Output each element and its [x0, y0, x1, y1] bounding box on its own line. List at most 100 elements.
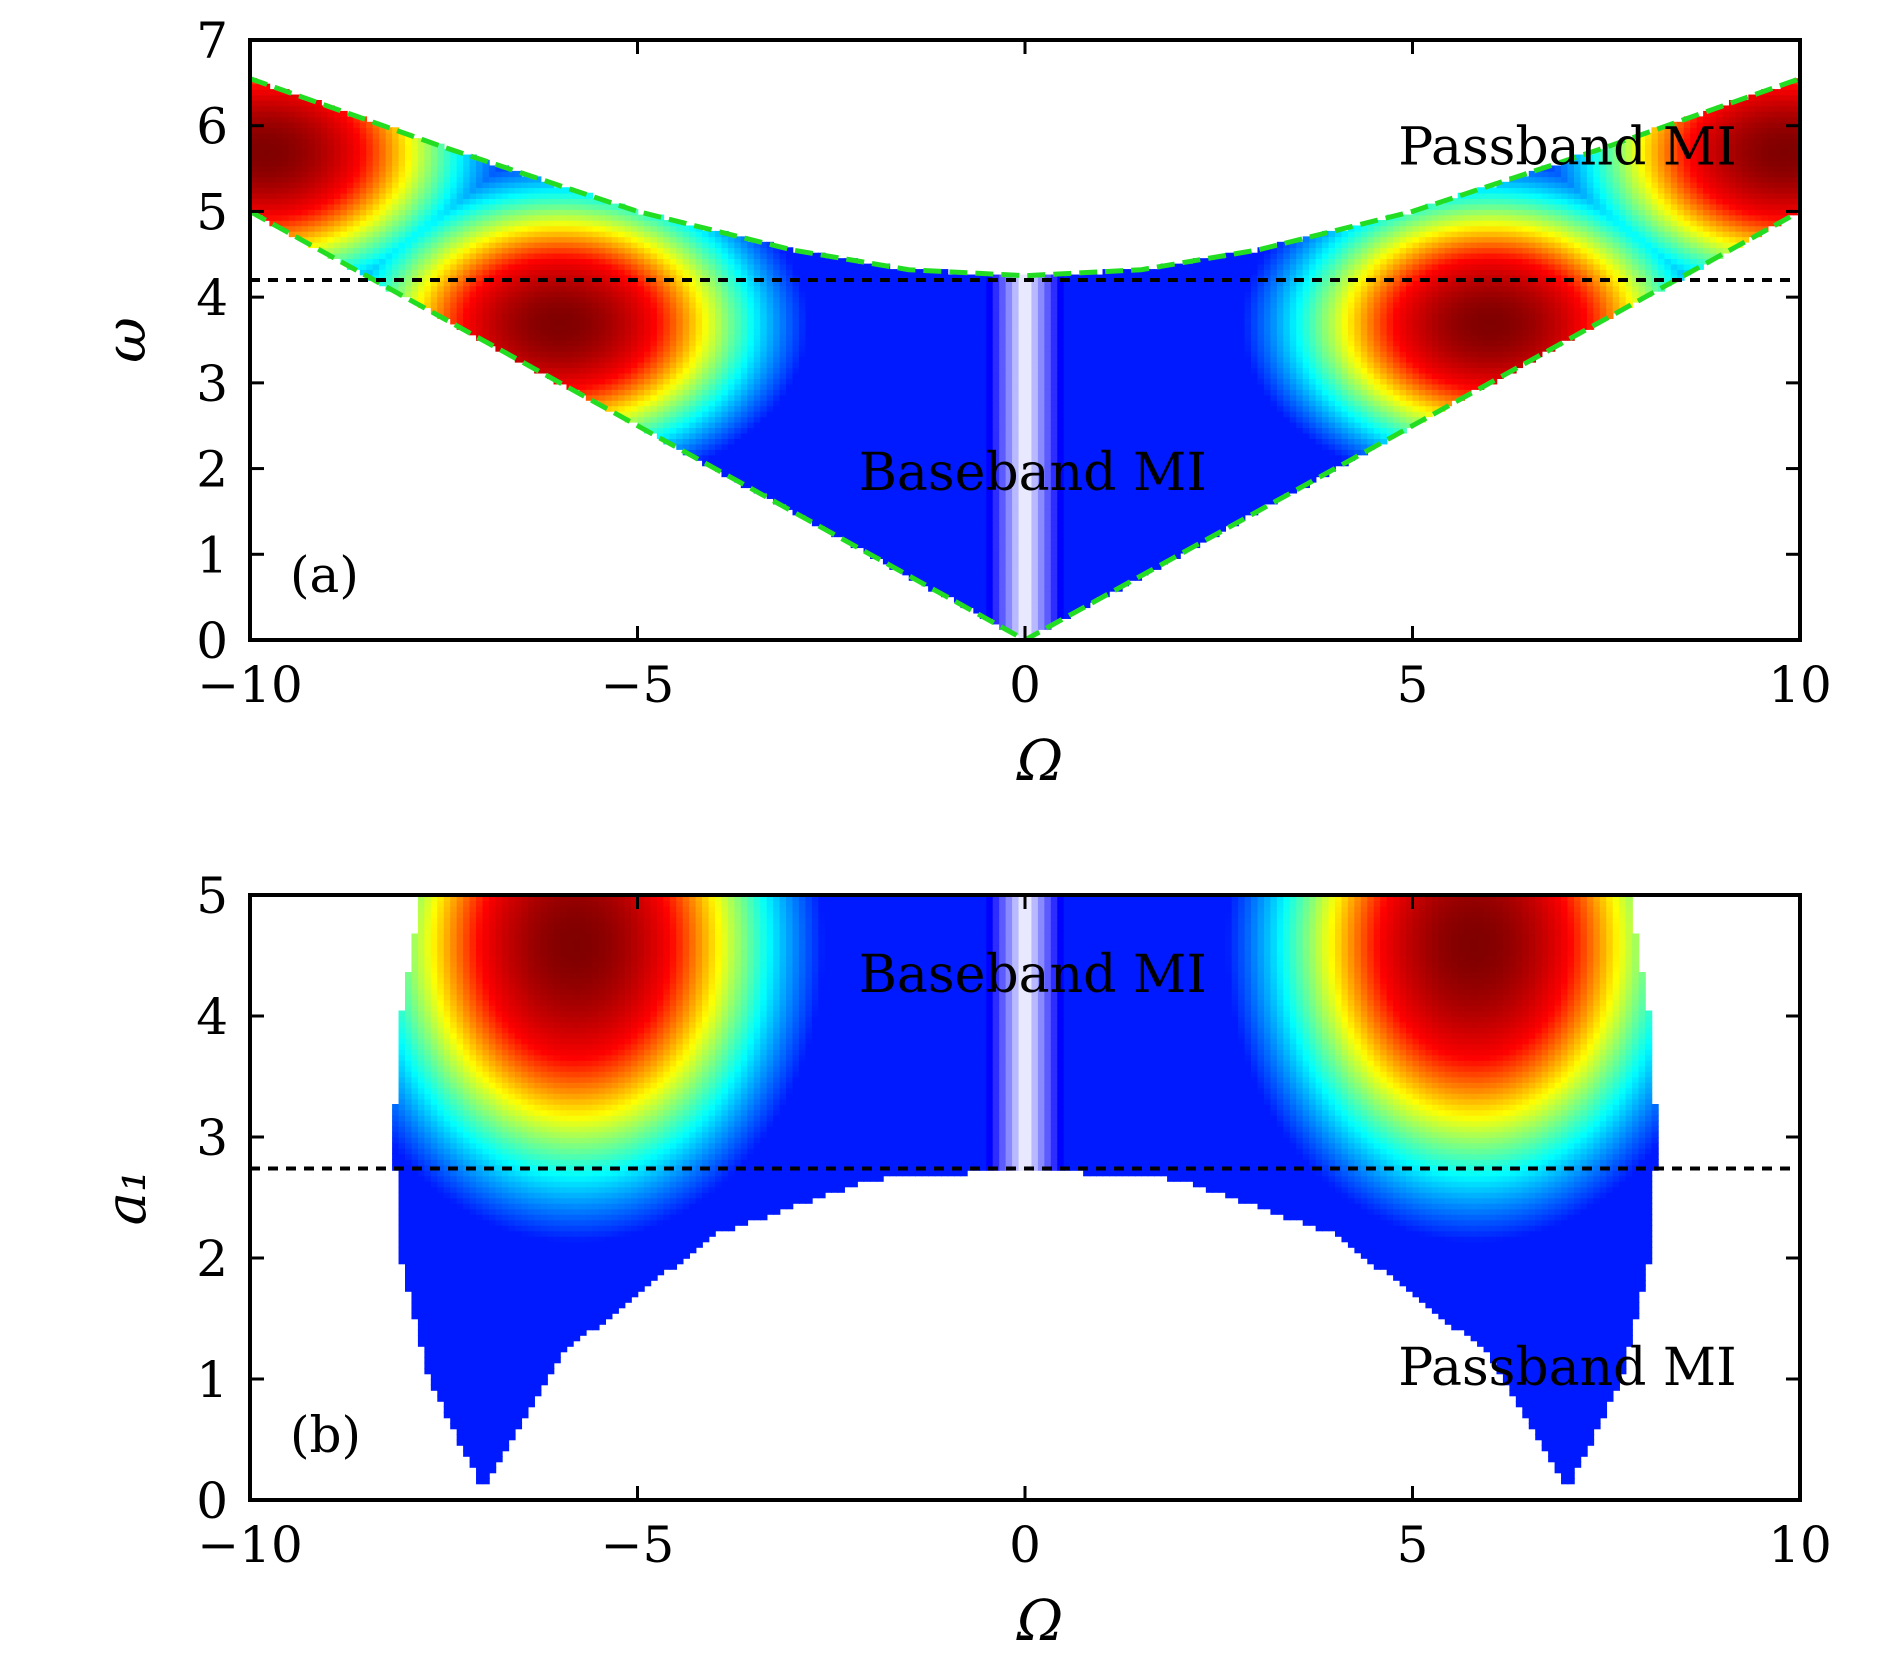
heatmap-cell [811, 345, 820, 352]
heatmap-cell [379, 132, 387, 139]
heatmap-cell [921, 465, 929, 472]
heatmap-cell [579, 389, 587, 396]
heatmap-cell [353, 176, 361, 183]
heatmap-cell [340, 225, 348, 232]
heatmap-cell [534, 220, 542, 227]
heatmap-cell [366, 269, 374, 276]
heatmap-cell [953, 307, 962, 314]
heatmap-cell [908, 541, 917, 549]
heatmap-cell [805, 503, 813, 510]
heatmap-cell [411, 198, 419, 205]
heatmap-cell [979, 416, 988, 423]
heatmap-cell [999, 536, 1007, 543]
heatmap-cell [424, 192, 432, 199]
heatmap-cell [857, 421, 865, 429]
heatmap-cell [979, 492, 988, 499]
heatmap-cell [766, 394, 774, 401]
heatmap-cell [1018, 405, 1026, 412]
heatmap-cell [773, 481, 781, 489]
heatmap-cell [1012, 481, 1020, 489]
heatmap-cell [1012, 498, 1020, 505]
heatmap-cell [676, 318, 684, 325]
heatmap-cell [747, 296, 755, 303]
heatmap-cell [560, 290, 568, 298]
heatmap-cell [682, 263, 690, 270]
heatmap-cell [618, 367, 626, 374]
heatmap-cell [792, 400, 800, 407]
heatmap-cell [321, 181, 329, 189]
heatmap-cell [618, 329, 626, 336]
heatmap-cell [876, 367, 884, 374]
heatmap-cell [721, 329, 729, 336]
heatmap-cell [850, 454, 858, 461]
heatmap-cell [572, 312, 581, 319]
heatmap-cell [760, 290, 768, 298]
heatmap-cell [805, 492, 813, 499]
heatmap-cell [850, 263, 858, 270]
heatmap-cell [321, 241, 329, 249]
heatmap-cell [372, 143, 380, 150]
heatmap-cell [857, 514, 865, 521]
heatmap-cell [314, 230, 322, 238]
heatmap-cell [553, 220, 561, 227]
heatmap-cell [902, 449, 910, 456]
heatmap-cell [669, 225, 678, 232]
heatmap-cell [624, 301, 632, 309]
heatmap-cell [469, 236, 477, 243]
heatmap-cell [611, 203, 619, 210]
heatmap-cell [282, 143, 290, 150]
heatmap-cell [275, 220, 284, 227]
heatmap-cell [902, 438, 910, 445]
heatmap-cell [870, 345, 878, 352]
heatmap-cell [902, 520, 910, 527]
heatmap-cell [908, 323, 917, 330]
heatmap-cell [1005, 601, 1013, 609]
heatmap-cell [359, 214, 368, 221]
heatmap-cell [889, 460, 897, 467]
heatmap-cell [824, 329, 833, 336]
heatmap-cell [1012, 400, 1020, 407]
heatmap-cell [837, 405, 845, 412]
heatmap-cell [986, 607, 994, 614]
heatmap-cell [953, 410, 962, 418]
heatmap-cell [921, 487, 929, 494]
heatmap-cell [766, 247, 774, 254]
heatmap-cell [275, 127, 284, 134]
heatmap-cell [282, 121, 290, 129]
heatmap-cell [579, 329, 587, 336]
heatmap-cell [734, 258, 742, 265]
heatmap-cell [631, 329, 639, 336]
heatmap-cell [857, 323, 865, 330]
heatmap-cell [547, 220, 555, 227]
heatmap-cell [534, 176, 542, 183]
heatmap-cell [372, 198, 380, 205]
heatmap-cell [831, 301, 839, 309]
heatmap-cell [837, 307, 845, 314]
heatmap-cell [921, 460, 929, 467]
heatmap-cell [437, 220, 445, 227]
heatmap-cell [721, 280, 729, 287]
heatmap-cell [760, 367, 768, 374]
heatmap-cell [747, 405, 755, 412]
heatmap-cell [469, 241, 477, 249]
heatmap-cell [973, 541, 981, 549]
heatmap-cell [857, 263, 865, 270]
heatmap-cell [747, 323, 755, 330]
heatmap-cell [417, 269, 426, 276]
heatmap-cell [379, 225, 387, 232]
heatmap-cell [837, 432, 845, 439]
heatmap-cell [850, 290, 858, 298]
heatmap-cell [908, 290, 917, 298]
heatmap-cell [676, 301, 684, 309]
heatmap-cell [398, 149, 406, 156]
heatmap-cell [876, 432, 884, 439]
heatmap-cell [443, 181, 452, 189]
heatmap-cell [282, 176, 290, 183]
heatmap-cell [818, 274, 826, 281]
heatmap-cell [979, 569, 988, 576]
heatmap-cell [333, 165, 342, 172]
heatmap-cell [643, 361, 652, 369]
heatmap-cell [611, 372, 619, 379]
heatmap-cell [366, 241, 374, 249]
heatmap-cell [999, 438, 1007, 445]
